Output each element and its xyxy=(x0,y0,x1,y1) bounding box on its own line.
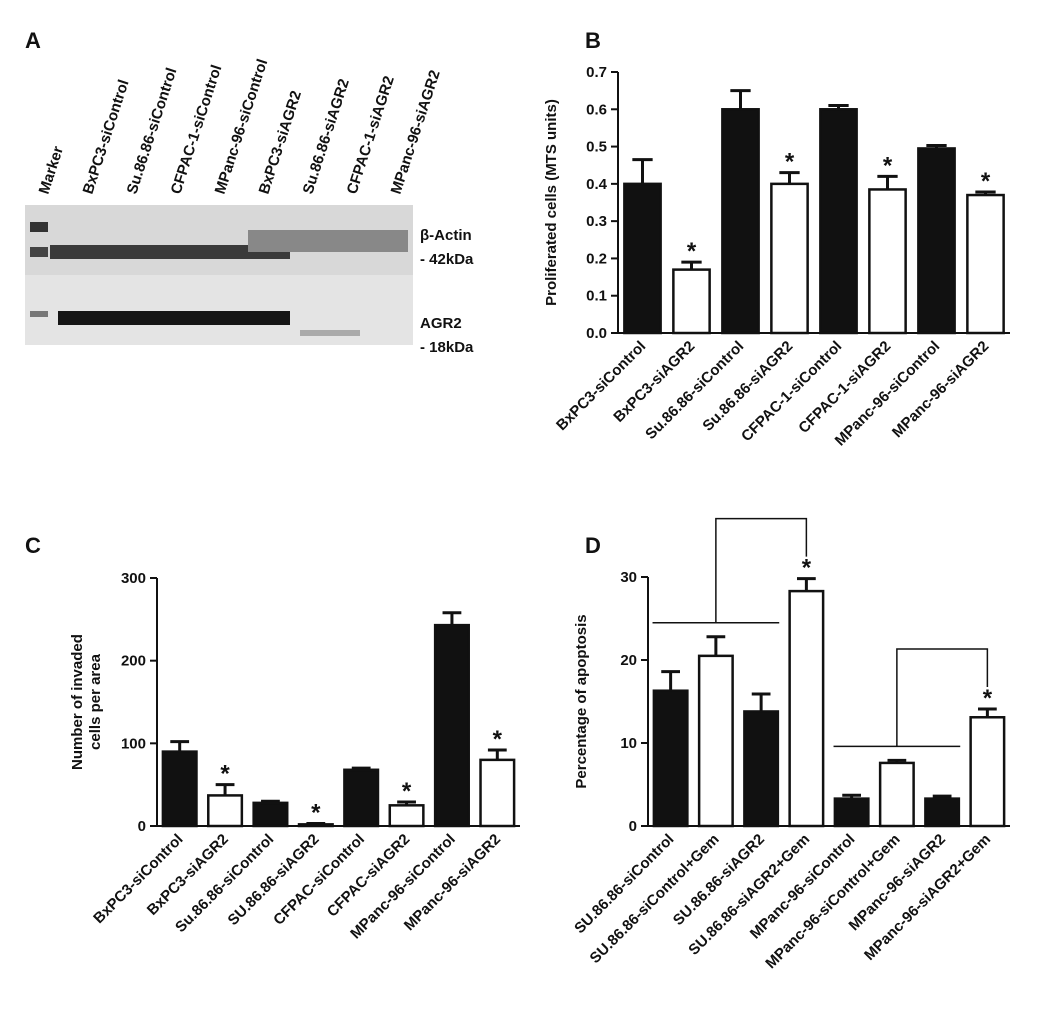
y-tick-label: 30 xyxy=(620,569,637,586)
bar xyxy=(969,716,1006,828)
significance-marker: * xyxy=(983,685,993,712)
y-tick-label: 10 xyxy=(620,735,637,752)
bar xyxy=(207,794,244,828)
y-axis-label: Number of invaded xyxy=(69,634,86,770)
panel-letter: D xyxy=(585,533,601,558)
y-tick-label: 0 xyxy=(629,818,637,835)
band-size: - 42kDa xyxy=(420,251,474,268)
bracket xyxy=(896,648,989,747)
bar xyxy=(672,268,711,335)
lane-label: Su.86.86-siAGR2 xyxy=(300,77,353,196)
significance-marker: * xyxy=(402,778,412,805)
y-axis-label: Proliferated cells (MTS units) xyxy=(543,99,560,306)
y-tick-label: 20 xyxy=(620,652,637,669)
y-tick-label: 0.4 xyxy=(586,176,608,193)
significance-marker: * xyxy=(802,555,812,582)
lane-label: MPanc-96-siAGR2 xyxy=(388,68,444,196)
bar xyxy=(297,823,334,828)
significance-marker: * xyxy=(687,238,697,265)
panel-a: A xyxy=(25,28,413,345)
bar xyxy=(770,182,809,335)
panel-letter: A xyxy=(25,28,41,53)
y-tick-label: 100 xyxy=(121,735,146,752)
y-tick-label: 300 xyxy=(121,570,146,587)
x-tick-label: MPanc-96-siAGR2 xyxy=(889,338,992,441)
bar xyxy=(252,801,289,828)
y-tick-label: 0.5 xyxy=(586,139,607,156)
y-tick-label: 0.0 xyxy=(586,325,607,342)
actin-band xyxy=(248,230,408,252)
y-axis-label: Percentage of apoptosis xyxy=(573,614,590,788)
y-axis-label: cells per area xyxy=(87,653,104,750)
bar xyxy=(343,768,380,828)
bar xyxy=(819,108,858,335)
lane-label: CFPAC-1-siAGR2 xyxy=(344,74,398,196)
lane-label: BxPC3-siControl xyxy=(80,78,133,197)
bar xyxy=(161,750,198,828)
bar xyxy=(697,654,734,828)
panel-letter: C xyxy=(25,533,41,558)
band-size: - 18kDa xyxy=(420,339,474,356)
bar xyxy=(868,188,907,335)
agr2-band xyxy=(300,330,360,336)
band-name: AGR2 xyxy=(420,315,462,332)
y-tick-label: 0.2 xyxy=(586,250,607,267)
significance-marker: * xyxy=(220,761,230,788)
bar xyxy=(652,689,689,828)
actin-band xyxy=(50,245,290,259)
marker-band xyxy=(30,247,48,257)
bar xyxy=(788,589,825,828)
y-tick-label: 0.6 xyxy=(586,101,607,118)
bar xyxy=(924,797,961,828)
bar xyxy=(623,182,662,335)
marker-band xyxy=(30,311,48,317)
x-tick-label: BxPC3-siAGR2 xyxy=(144,831,232,919)
agr2-band xyxy=(58,311,290,325)
bar xyxy=(878,761,915,828)
bar xyxy=(966,193,1005,335)
bar xyxy=(433,623,470,828)
significance-marker: * xyxy=(883,152,893,179)
y-tick-label: 200 xyxy=(121,653,146,670)
bar xyxy=(833,797,870,828)
significance-marker: * xyxy=(785,149,795,176)
bracket xyxy=(715,517,808,623)
x-tick-label: Su.86.86-siAGR2 xyxy=(699,338,796,435)
significance-marker: * xyxy=(493,726,503,753)
y-tick-label: 0.1 xyxy=(586,288,607,305)
bar xyxy=(917,147,956,335)
bar xyxy=(743,710,780,828)
x-tick-label: BxPC3-siControl xyxy=(553,338,649,434)
bar xyxy=(479,758,516,828)
x-tick-label: CFPAC-siAGR2 xyxy=(324,831,414,921)
x-tick-label: CFPAC-1-siAGR2 xyxy=(795,338,894,437)
lane-label: BxPC3-siAGR2 xyxy=(256,89,305,197)
bar xyxy=(721,108,760,335)
y-tick-label: 0.3 xyxy=(586,213,607,230)
lane-label: Marker xyxy=(36,144,67,196)
y-tick-label: 0 xyxy=(138,818,146,835)
significance-marker: * xyxy=(311,800,321,827)
band-name: β-Actin xyxy=(420,227,472,244)
significance-marker: * xyxy=(981,168,991,195)
marker-band xyxy=(30,222,48,232)
panel-letter: B xyxy=(585,28,601,53)
y-tick-label: 0.7 xyxy=(586,64,607,81)
bar xyxy=(388,804,425,828)
